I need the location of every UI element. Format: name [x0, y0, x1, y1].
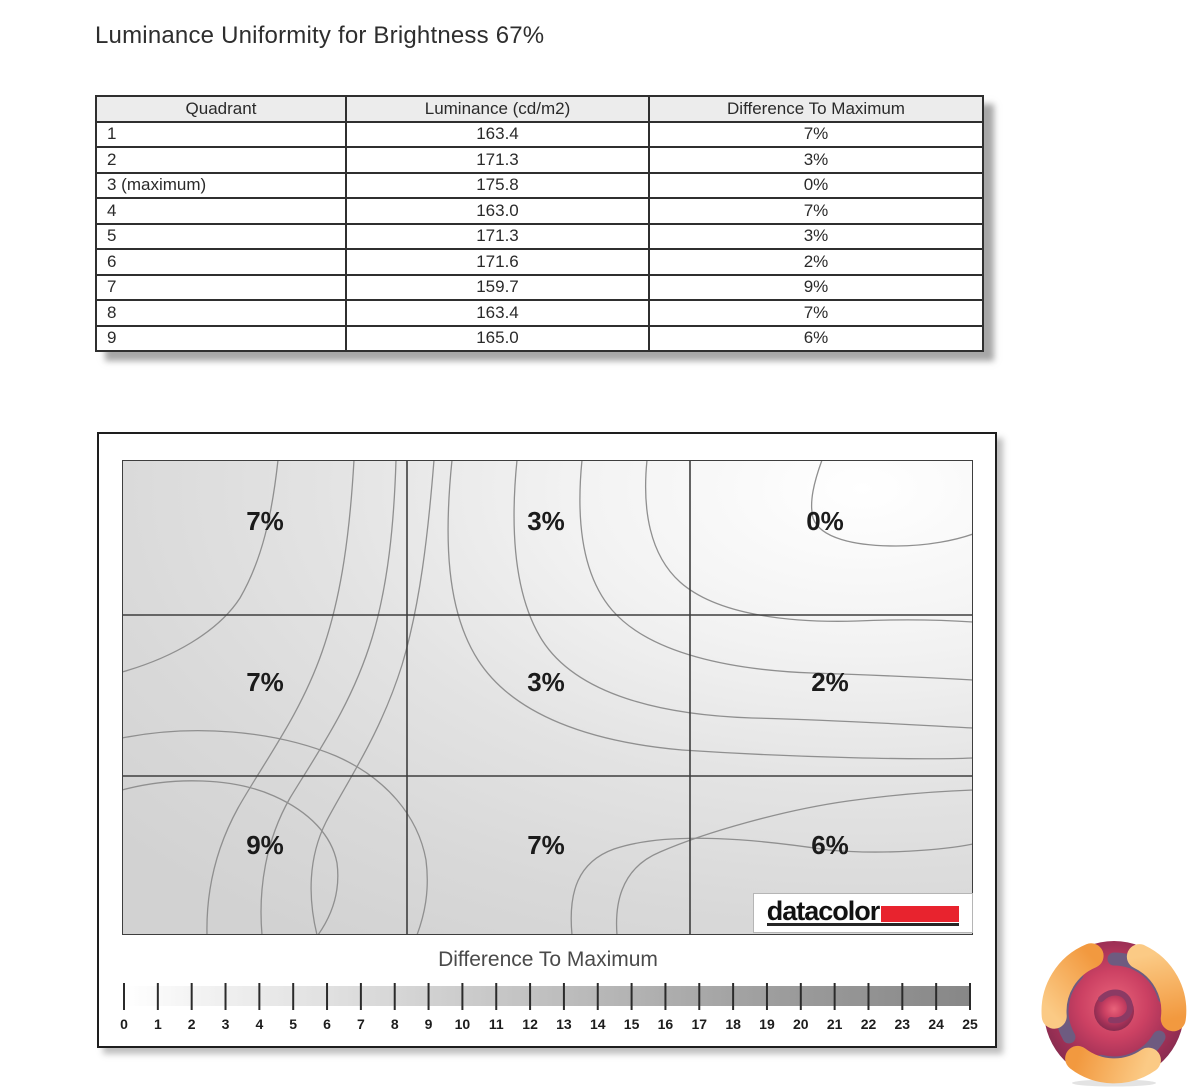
page-title: Luminance Uniformity for Brightness 67%	[95, 22, 545, 49]
header-luminance: Luminance (cd/m2)	[345, 95, 650, 123]
scale-bar-svg: 0 1 2 3 4 5 6 7 8 9 10 11 12 13 14 15 16 17 18 19 20 21 22 23 24…	[120, 983, 978, 1032]
uniformity-table: Quadrant Luminance (cd/m2) Difference To…	[95, 95, 984, 352]
datacolor-wordmark: datacolor	[766, 895, 881, 926]
quadrant-label-4: 7%	[246, 667, 284, 697]
datacolor-logo: datacolor	[753, 893, 973, 933]
colorbar-tick-label: 1	[154, 1016, 162, 1032]
table-row: 4 163.0 7%	[95, 197, 984, 225]
colorbar-tick-label: 21	[827, 1016, 843, 1032]
colorbar-tick-label: 11	[489, 1016, 504, 1032]
colorbar-tick-label: 5	[289, 1016, 297, 1032]
colorbar-tick-label: 4	[255, 1016, 263, 1032]
colorbar-title: Difference To Maximum	[438, 948, 658, 971]
quadrant-label-7: 9%	[246, 830, 284, 860]
table-header-row: Quadrant Luminance (cd/m2) Difference To…	[95, 95, 984, 123]
contour-lines	[122, 460, 973, 935]
header-quadrant: Quadrant	[95, 95, 347, 123]
table-row: 8 163.4 7%	[95, 299, 984, 327]
colorbar-tick-label: 6	[323, 1016, 331, 1032]
table-row: 2 171.3 3%	[95, 146, 984, 174]
table-row: 3 (maximum) 175.8 0%	[95, 171, 984, 199]
colorbar-tick-label: 7	[357, 1016, 365, 1032]
kitguru-logo-icon	[1041, 941, 1187, 1087]
colorbar-tick-label: 25	[962, 1016, 978, 1032]
colorbar-tick-label: 14	[590, 1016, 606, 1032]
quadrant-label-9: 6%	[811, 830, 849, 860]
colorbar-tick-label: 17	[691, 1016, 707, 1032]
colorbar-tick-label: 19	[759, 1016, 775, 1032]
quadrant-label-2: 3%	[527, 506, 565, 536]
colorbar-tick-label: 16	[658, 1016, 674, 1032]
colorbar-tick-label: 20	[793, 1016, 809, 1032]
colorbar-tick-label: 10	[455, 1016, 471, 1032]
quadrant-label-6: 2%	[811, 667, 849, 697]
colorbar-tick-label: 9	[425, 1016, 433, 1032]
colorbar-tick-label: 13	[556, 1016, 572, 1032]
table-row: 9 165.0 6%	[95, 324, 984, 352]
table-row: 1 163.4 7%	[95, 120, 984, 148]
header-difference: Difference To Maximum	[648, 95, 984, 123]
colorbar-tick-label: 2	[188, 1016, 196, 1032]
table-row: 6 171.6 2%	[95, 248, 984, 276]
quadrant-label-8: 7%	[527, 830, 565, 860]
contour-plot: 7% 3% 0% 7% 3% 2% 9% 7% 6% datacolor Dif…	[97, 432, 997, 1048]
colorbar-tick-label: 12	[522, 1016, 538, 1032]
quadrant-label-3: 0%	[806, 506, 844, 536]
colorbar-tick-label: 24	[928, 1016, 944, 1032]
colorbar-tick-label: 3	[222, 1016, 230, 1032]
colorbar-tick-label: 8	[391, 1016, 399, 1032]
contour-map-svg: 7% 3% 0% 7% 3% 2% 9% 7% 6%	[122, 460, 973, 935]
table-row: 7 159.7 9%	[95, 273, 984, 301]
colorbar-tick-label: 18	[725, 1016, 741, 1032]
colorbar-tick-label: 0	[120, 1016, 128, 1032]
table-row: 5 171.3 3%	[95, 222, 984, 250]
datacolor-red-bar	[881, 906, 960, 923]
colorbar-tick-label: 23	[895, 1016, 911, 1032]
quadrant-grid-lines	[122, 460, 973, 935]
quadrant-label-5: 3%	[527, 667, 565, 697]
uniformity-table-body: 1 163.4 7% 2 171.3 3% 3 (maximum) 175.8 0% 4 163.0…	[95, 120, 984, 352]
colorbar-gradient	[124, 986, 970, 1006]
quadrant-label-1: 7%	[246, 506, 284, 536]
colorbar-tick-label: 22	[861, 1016, 877, 1032]
colorbar-tick-label: 15	[624, 1016, 640, 1032]
